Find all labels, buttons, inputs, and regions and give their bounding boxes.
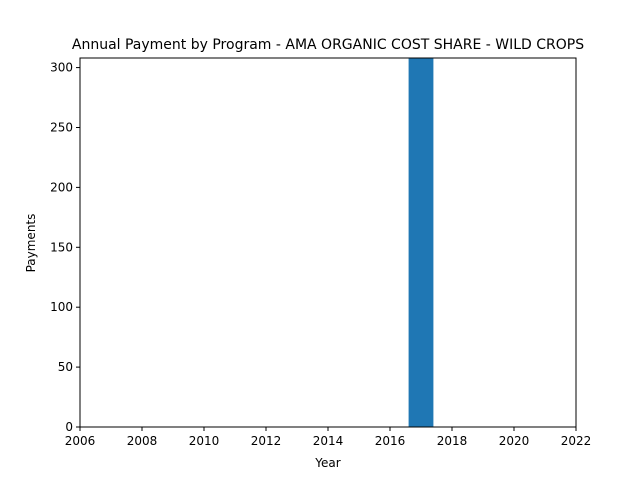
y-axis-label: Payments [24,214,38,273]
x-tick-label: 2008 [127,434,158,448]
bar-2017 [408,58,434,427]
bars [408,58,434,427]
x-tick-label: 2014 [313,434,344,448]
y-tick-label: 150 [50,240,73,254]
x-tick-label: 2018 [437,434,468,448]
y-tick-label: 250 [50,120,73,134]
x-tick-label: 2012 [251,434,282,448]
x-tick-label: 2010 [189,434,220,448]
x-tick-label: 2020 [499,434,530,448]
chart-title: Annual Payment by Program - AMA ORGANIC … [72,37,584,53]
x-axis-ticks: 2006 2008 2010 2012 2014 2016 2018 2020 2022 [65,427,592,448]
y-axis-ticks: 0 50 100 150 200 250 300 [50,61,80,434]
x-axis-label: Year [314,456,340,470]
x-tick-label: 2006 [65,434,96,448]
y-tick-label: 300 [50,61,73,75]
y-tick-label: 50 [58,360,73,374]
y-tick-label: 100 [50,300,73,314]
axes-frame [79,57,577,428]
x-tick-label: 2022 [561,434,592,448]
y-tick-label: 0 [65,420,73,434]
y-tick-label: 200 [50,180,73,194]
x-tick-label: 2016 [375,434,406,448]
